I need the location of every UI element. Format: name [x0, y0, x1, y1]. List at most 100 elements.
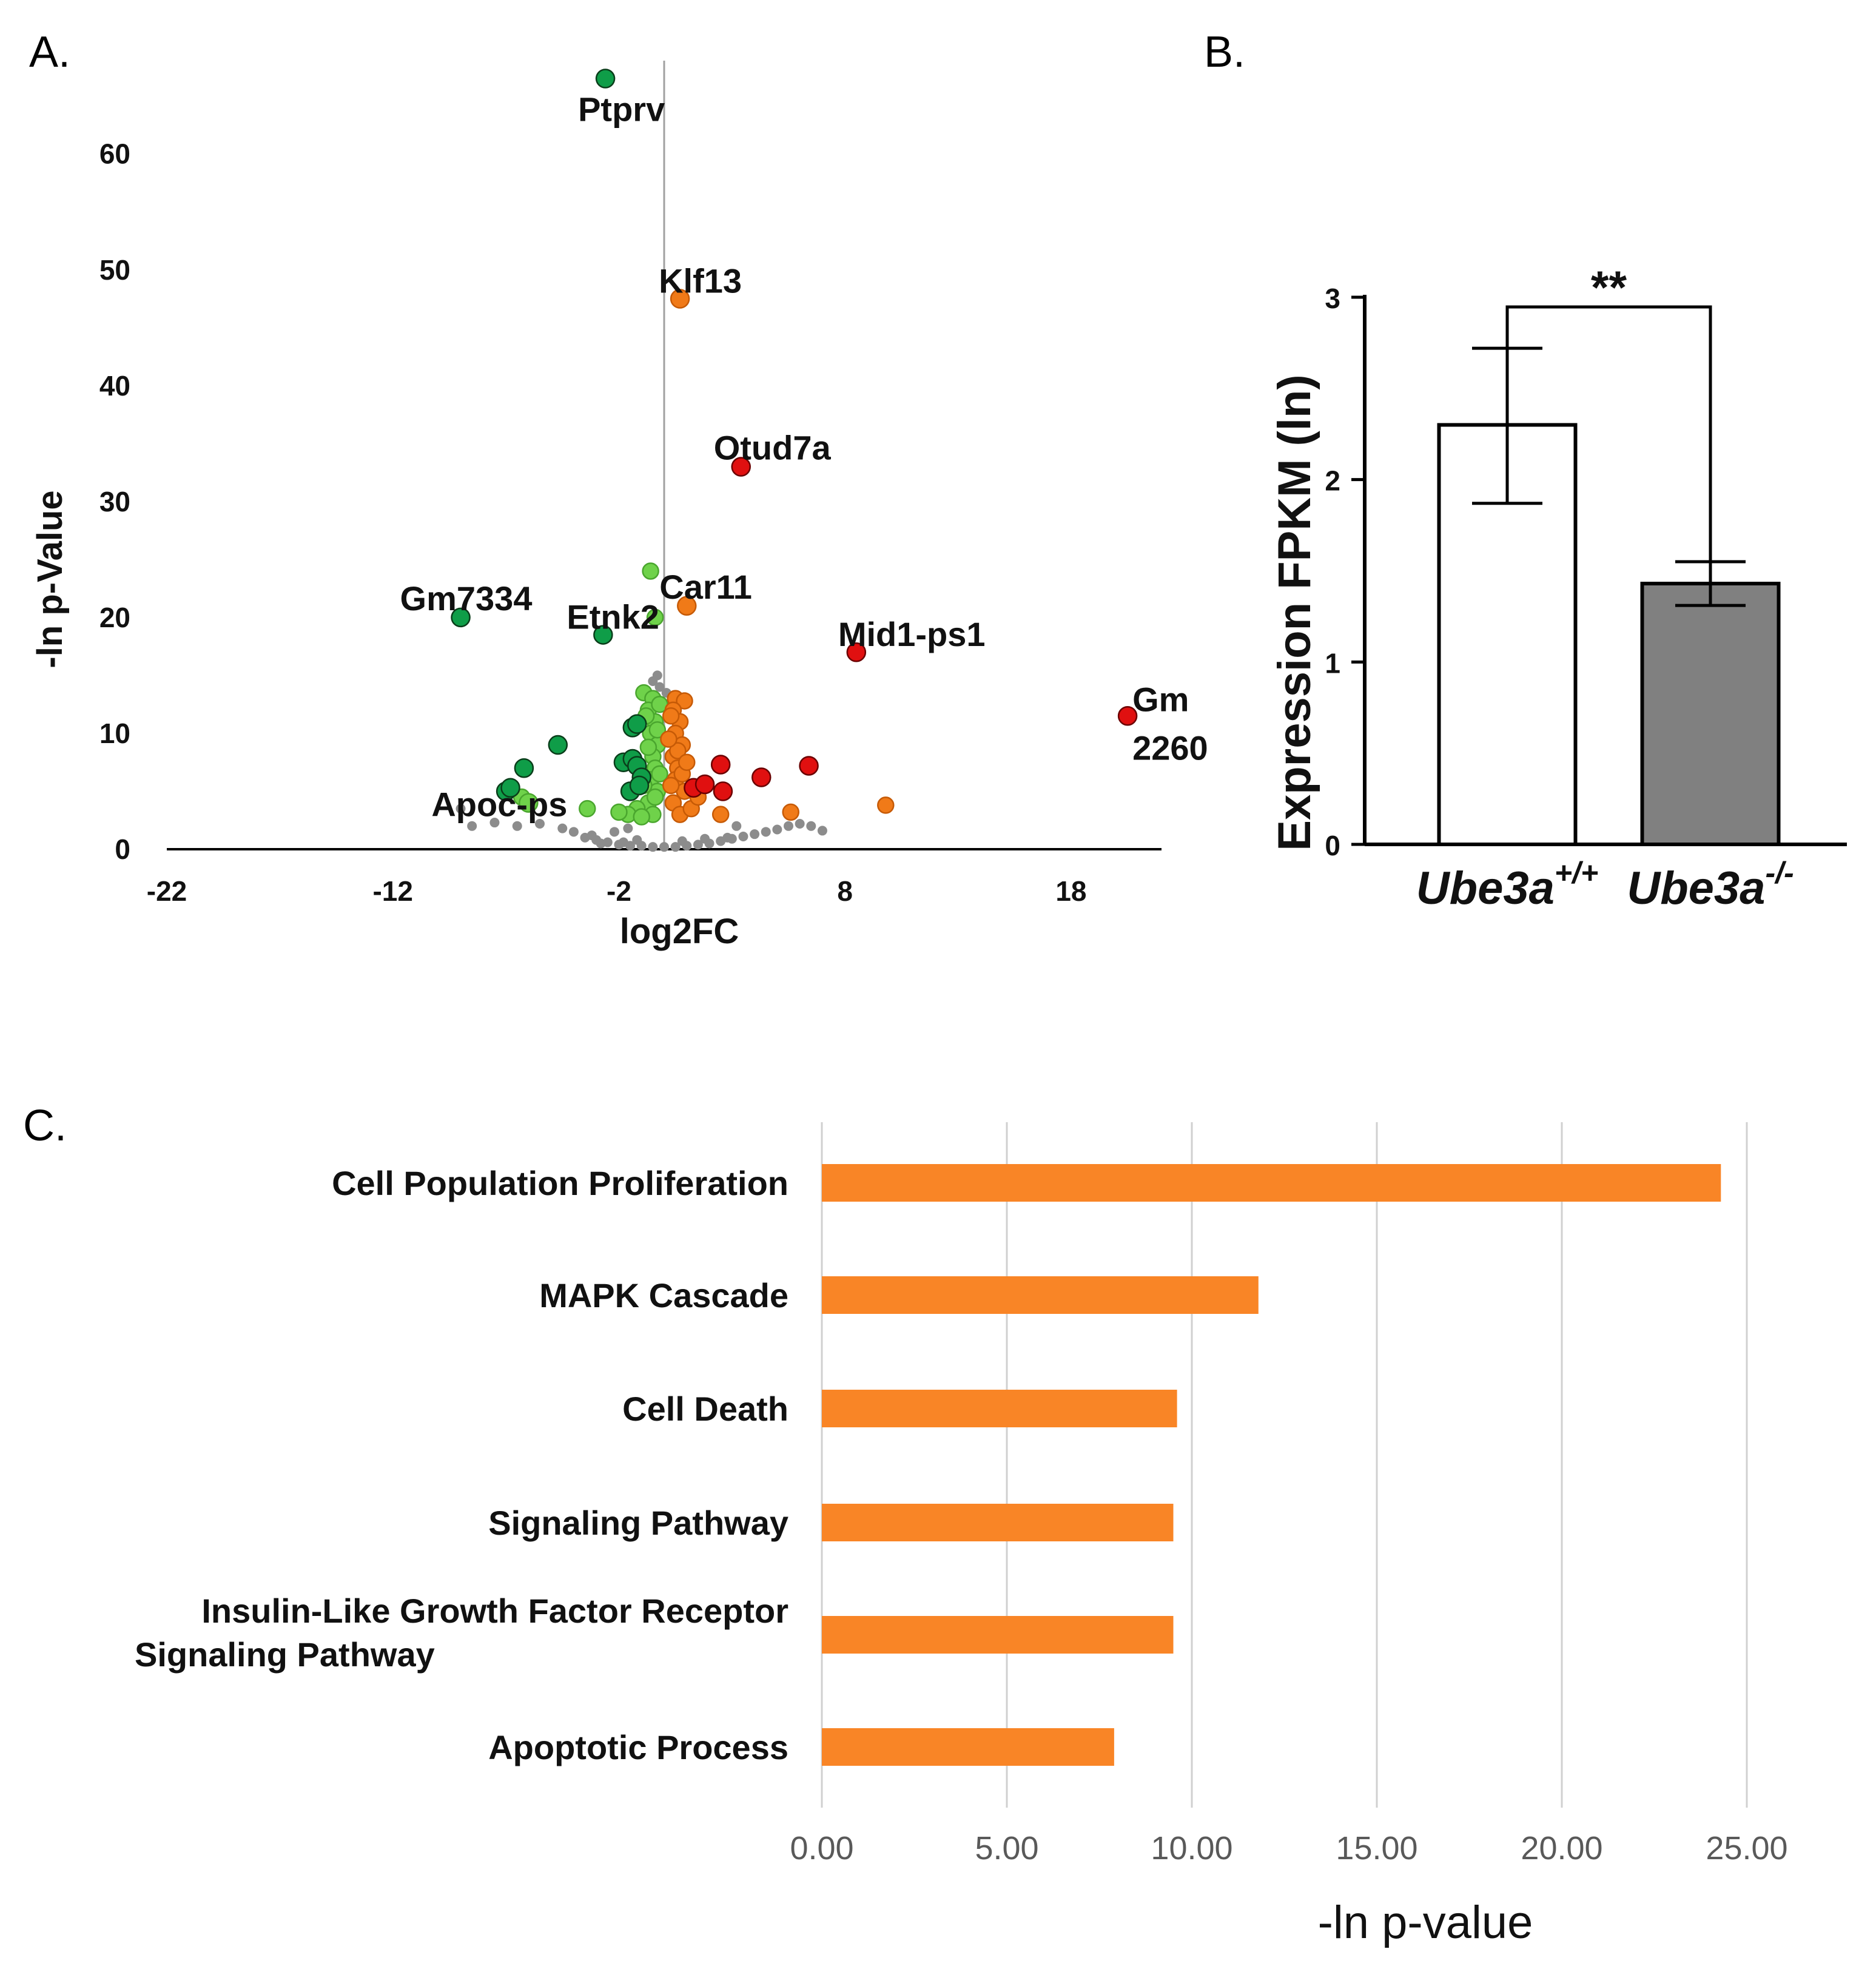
volcano-point-red	[694, 774, 715, 795]
volcano-x-tick: -12	[372, 875, 412, 907]
volcano-point-grey	[632, 835, 642, 845]
enrichment-bar	[822, 1504, 1174, 1541]
volcano-point-orange	[782, 803, 799, 821]
volcano-labeled-point	[677, 596, 697, 616]
volcano-point-grey	[731, 821, 742, 831]
volcano-axes: -22 -12 -2 8 18 0 10 20 30 40 50 60	[99, 61, 1162, 907]
volcano-point-grey	[806, 821, 816, 831]
volcano-point-red	[710, 755, 731, 775]
volcano-labeled-point	[595, 69, 616, 89]
enrichment-x-tick: 10.00	[1151, 1830, 1232, 1866]
enrichment-bar	[822, 1390, 1177, 1427]
volcano-point-grey	[772, 824, 782, 835]
volcano-labeled-point	[670, 289, 690, 309]
enrichment-bar-chart: Cell Population Proliferation MAPK Cascad…	[135, 1122, 1788, 1948]
enrichment-bar	[822, 1276, 1259, 1314]
volcano-point-grey	[489, 818, 500, 828]
volcano-y-tick: 20	[99, 602, 130, 633]
volcano-point-light-green	[651, 765, 668, 783]
enrichment-category-labels: Cell Population Proliferation MAPK Cascad…	[135, 1164, 788, 1766]
volcano-y-tick: 10	[99, 718, 130, 749]
volcano-y-tick: 30	[99, 486, 130, 517]
enrichment-category: Apoptotic Process	[488, 1728, 788, 1766]
volcano-point-orange	[877, 796, 895, 814]
enrichment-category: Cell Population Proliferation	[332, 1164, 788, 1202]
volcano-gene-labels: Ptprv Klf13 Otud7a Car11 Gm7334 Etnk2 Mid1-ps1…	[400, 69, 1208, 824]
volcano-point-grey	[467, 821, 477, 831]
volcano-point-grey	[557, 823, 568, 833]
volcano-plot: -22 -12 -2 8 18 0 10 20 30 40 50 60 Ptprv Klf13 Otud7…	[30, 61, 1208, 951]
panel-c-label: C.	[23, 1102, 67, 1150]
expression-category-label: Ube3a-/-	[1627, 856, 1794, 914]
volcano-point-red	[713, 781, 733, 801]
volcano-point-dark-green	[514, 758, 534, 778]
volcano-point-light-green	[639, 738, 657, 756]
volcano-point-grey	[693, 840, 703, 850]
volcano-point-orange	[660, 730, 677, 748]
volcano-point-light-green	[579, 799, 596, 818]
expression-bars: Ube3a+/+ Ube3a-/- **	[1416, 262, 1794, 914]
enrichment-category: Insulin-Like Growth Factor Receptor Signa…	[135, 1592, 788, 1674]
volcano-gene-label: Car11	[659, 568, 752, 606]
volcano-gene-label: Etnk2	[566, 598, 659, 636]
enrichment-bar	[822, 1728, 1114, 1766]
volcano-x-tick: 18	[1055, 875, 1086, 907]
enrichment-bar	[822, 1164, 1721, 1202]
volcano-point-grey	[722, 832, 733, 843]
expression-y-tick: 1	[1325, 647, 1340, 679]
panel-b-label: B.	[1204, 28, 1245, 76]
expression-bar-chart: 0 1 2 3 Ube3a+/+ Ube3a-/- ** Expression FPKM …	[1269, 262, 1847, 914]
enrichment-category: Signaling Pathway	[488, 1504, 788, 1542]
volcano-point-grey	[750, 829, 760, 840]
volcano-point-grey	[738, 831, 748, 841]
volcano-point-grey	[587, 830, 597, 841]
volcano-point-orange	[678, 753, 696, 771]
volcano-point-dark-green	[548, 735, 568, 755]
volcano-x-tick: -2	[607, 875, 631, 907]
volcano-point-orange	[669, 742, 687, 759]
volcano-gene-label: Gm 2260	[1132, 680, 1208, 767]
volcano-point-orange	[662, 707, 680, 725]
volcano-y-tick: 0	[115, 833, 130, 865]
volcano-point-light-green	[646, 788, 664, 806]
volcano-point-light-green	[610, 803, 628, 821]
expression-bar	[1640, 582, 1781, 847]
volcano-y-tick: 50	[99, 254, 130, 286]
expression-category-label: Ube3a+/+	[1416, 856, 1598, 914]
volcano-point-grey	[618, 837, 628, 847]
volcano-labeled-point	[731, 457, 751, 477]
enrichment-x-tick: 15.00	[1336, 1830, 1417, 1866]
volcano-point-grey	[677, 836, 687, 846]
volcano-y-axis-label: -ln p-Value	[30, 490, 70, 668]
volcano-point-red	[751, 767, 772, 787]
volcano-x-tick: -22	[147, 875, 187, 907]
expression-axes: 0 1 2 3	[1325, 283, 1847, 861]
volcano-x-tick: 8	[837, 875, 853, 907]
volcano-point-grey	[623, 823, 633, 833]
volcano-point-light-green	[633, 808, 650, 826]
expression-y-tick: 2	[1325, 465, 1340, 497]
expression-y-axis-label: Expression FPKM (ln)	[1269, 374, 1320, 850]
enrichment-tick-labels: 0.00 5.00 10.00 15.00 20.00 25.00	[790, 1830, 1787, 1866]
expression-y-tick: 0	[1325, 830, 1340, 861]
volcano-point-grey	[535, 818, 545, 829]
volcano-point-grey	[670, 842, 681, 852]
volcano-point-light-green	[648, 721, 667, 739]
volcano-gene-label: Klf13	[659, 262, 742, 300]
volcano-point-grey	[648, 842, 658, 852]
volcano-labeled-point	[451, 607, 471, 628]
volcano-y-tick: 60	[99, 138, 130, 170]
volcano-point-dark-green	[627, 714, 647, 734]
volcano-point-dark-green	[629, 775, 650, 796]
volcano-labeled-point	[1117, 706, 1138, 726]
volcano-point-grey	[817, 826, 827, 836]
volcano-point-dark-green	[500, 778, 520, 798]
volcano-point-orange	[711, 806, 730, 823]
volcano-gene-label: Apoc-ps	[431, 786, 567, 824]
volcano-point-grey	[456, 804, 466, 814]
enrichment-x-axis-label: -ln p-value	[1318, 1897, 1533, 1948]
volcano-point-grey	[659, 842, 669, 852]
volcano-point-grey	[761, 827, 771, 837]
panel-a-label: A.	[29, 28, 70, 76]
